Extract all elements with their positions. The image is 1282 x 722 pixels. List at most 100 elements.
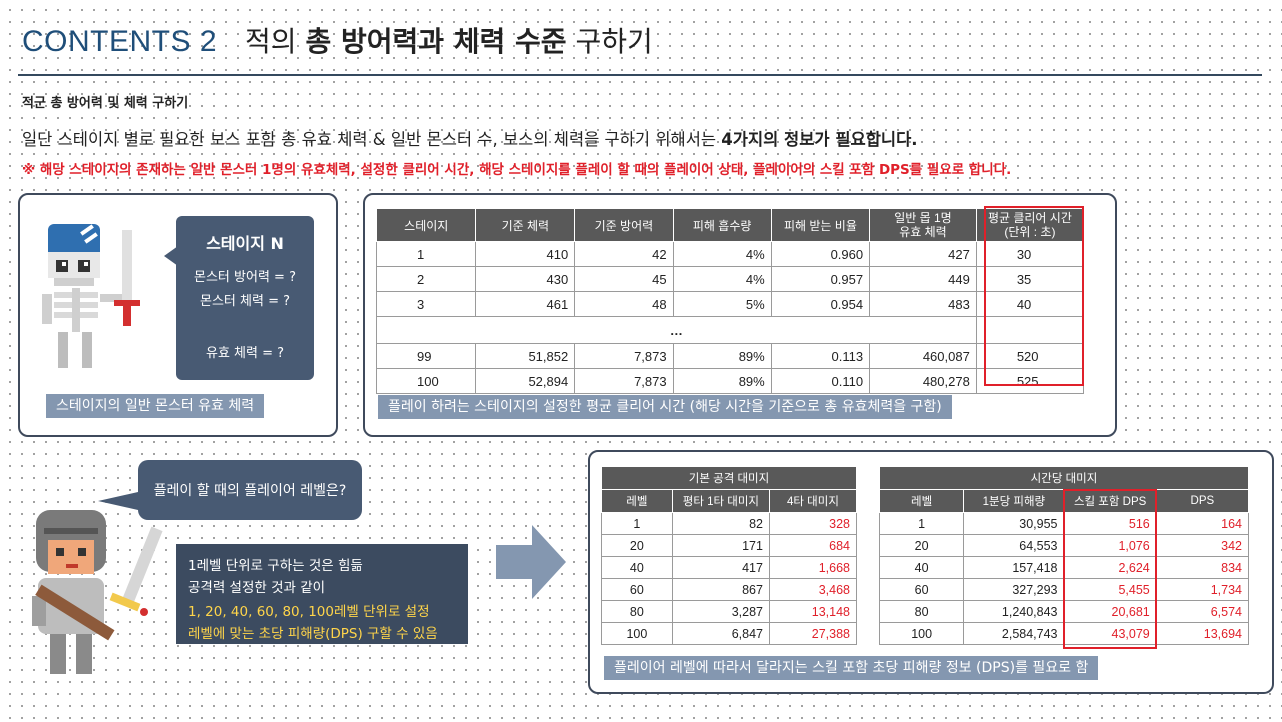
time-cell: 20 [878, 534, 965, 557]
time-cell: 342 [1155, 534, 1250, 557]
table-row-ellipsis: … [376, 316, 1085, 344]
stage-cell: 100 [375, 368, 477, 394]
stage-bubble-tail [164, 246, 178, 266]
title-divider [18, 74, 1262, 76]
clear-time-highlight [984, 206, 1084, 386]
stage-header-cell: 기준 방어력 [574, 208, 674, 242]
time-header-cell: 레벨 [878, 489, 965, 513]
level-bubble-tail [98, 492, 138, 510]
base-cell: 27,388 [768, 622, 858, 645]
skeleton-character-icon [42, 224, 140, 368]
time-cell: 2,584,743 [963, 622, 1065, 645]
stage-header-cell: 기준 체력 [475, 208, 576, 242]
time-cell: 327,293 [963, 578, 1065, 601]
table-row: 1 30,955 516 164 [878, 512, 1250, 535]
base-cell: 684 [768, 534, 858, 557]
stage-cell: 520 [975, 343, 1085, 369]
time-cell: 30,955 [963, 512, 1065, 535]
base-cell: 328 [768, 512, 858, 535]
page-title: CONTENTS 2 적의 총 방어력과 체력 수준 구하기 [22, 20, 653, 68]
table-row: 40 417 1,668 [601, 556, 858, 579]
base-cell: 1,668 [768, 556, 858, 579]
base-cell: 13,148 [768, 600, 858, 623]
stage-cell: 7,873 [574, 368, 674, 394]
player-level-bubble: 플레이 할 때의 플레이어 레벨은? [138, 460, 362, 520]
caption-clear-time: 플레이 하려는 스테이지의 설정한 평균 클리어 시간 (해당 시간을 기준으로… [378, 395, 952, 419]
stage-header-cell: 피해 받는 비율 [770, 208, 871, 242]
title-text: 적의 총 방어력과 체력 수준 구하기 [245, 20, 653, 60]
time-cell: 40 [878, 556, 965, 579]
table-row: 1 82 328 [601, 512, 858, 535]
stage-cell: 0.113 [770, 343, 871, 369]
table-row: 20 171 684 [601, 534, 858, 557]
time-table-title: 시간당 대미지 [879, 466, 1249, 490]
time-cell: 5,455 [1063, 578, 1157, 601]
stage-cell: 430 [475, 266, 576, 292]
base-cell: 100 [601, 622, 673, 645]
title-pre: 적의 [245, 25, 306, 58]
base-cell: 80 [601, 600, 673, 623]
table-row: 1 410 42 4% 0.960 427 30 [375, 241, 1085, 267]
stage-cell: 460,087 [869, 343, 977, 369]
info-line-1: 1레벨 단위로 구하는 것은 힘듦 [188, 558, 363, 574]
ellipsis-cell: … [376, 316, 977, 344]
stage-header-cell: 피해 흡수량 [672, 208, 772, 242]
time-cell: 6,574 [1155, 600, 1250, 623]
stage-cell: 99 [375, 343, 477, 369]
stage-cell: 410 [475, 241, 576, 267]
stage-cell: 0.110 [770, 368, 871, 394]
stage-cell: 461 [475, 291, 576, 317]
description-main: 일단 스테이지 별로 필요한 보스 포함 총 유효 체력 & 일반 몬스터 수,… [22, 126, 918, 150]
time-cell: 64,553 [963, 534, 1065, 557]
stage-cell: 35 [975, 266, 1085, 292]
base-cell: 3,468 [768, 578, 858, 601]
stage-cell: 1 [375, 241, 477, 267]
time-cell: 1,076 [1063, 534, 1157, 557]
caption-monster-effective-hp: 스테이지의 일반 몬스터 유효 체력 [46, 394, 265, 418]
description-note: ※ 해당 스테이지의 존재하는 일반 몬스터 1명의 유효체력, 설정한 클리어… [22, 162, 1012, 178]
table-row: 80 3,287 13,148 [601, 600, 858, 623]
info-line-2: 공격력 설정한 것과 같이 [188, 580, 326, 596]
right-arrow-icon [496, 525, 566, 599]
time-header-cell: 스킬 포함 DPS [1063, 489, 1157, 513]
base-cell: 417 [671, 556, 770, 579]
stage-cell: 89% [672, 343, 772, 369]
stage-cell: 0.960 [770, 241, 871, 267]
time-damage-table: 시간당 대미지 레벨 1분당 피해량 스킬 포함 DPS DPS 1 30,955… [878, 466, 1250, 645]
title-contents-label: CONTENTS 2 [22, 25, 218, 58]
time-cell: 157,418 [963, 556, 1065, 579]
base-cell: 3,287 [671, 600, 770, 623]
title-bold: 총 방어력과 체력 수준 [305, 25, 567, 58]
time-cell: 164 [1155, 512, 1250, 535]
table-row: 40 157,418 2,624 834 [878, 556, 1250, 579]
stage-cell: 2 [375, 266, 477, 292]
info-line-4: 레벨에 맞는 초당 피해량(DPS) 구할 수 있음 [188, 626, 438, 642]
section-subtitle: 적군 총 방어력 및 체력 구하기 [22, 96, 189, 111]
description-main-text: 일단 스테이지 별로 필요한 보스 포함 총 유효 체력 & 일반 몬스터 수,… [22, 130, 722, 149]
stage-cell: 0.957 [770, 266, 871, 292]
stage-cell: 48 [574, 291, 674, 317]
stage-cell: 427 [869, 241, 977, 267]
table-row: 2 430 45 4% 0.957 449 35 [375, 266, 1085, 292]
time-cell: 100 [878, 622, 965, 645]
base-cell: 20 [601, 534, 673, 557]
stage-cell: 30 [975, 241, 1085, 267]
stage-header-cell: 스테이지 [375, 208, 477, 242]
stage-cell: 483 [869, 291, 977, 317]
stage-cell: 480,278 [869, 368, 977, 394]
base-header-cell: 4타 대미지 [768, 489, 858, 513]
base-cell: 1 [601, 512, 673, 535]
stage-bubble-defense: 몬스터 방어력 = ? [194, 270, 296, 285]
base-cell: 60 [601, 578, 673, 601]
description-main-bold: 4가지의 정보가 필요합니다. [721, 130, 918, 149]
time-cell: 1,734 [1155, 578, 1250, 601]
skill-dps-highlight [1063, 489, 1157, 649]
stage-cell: 5% [672, 291, 772, 317]
base-cell: 171 [671, 534, 770, 557]
stage-cell: 45 [574, 266, 674, 292]
table-row: 99 51,852 7,873 89% 0.113 460,087 520 [375, 343, 1085, 369]
table-row: 100 6,847 27,388 [601, 622, 858, 645]
base-cell: 867 [671, 578, 770, 601]
stage-bubble-effective-hp: 유효 체력 = ? [205, 346, 285, 361]
stage-cell: 52,894 [475, 368, 576, 394]
